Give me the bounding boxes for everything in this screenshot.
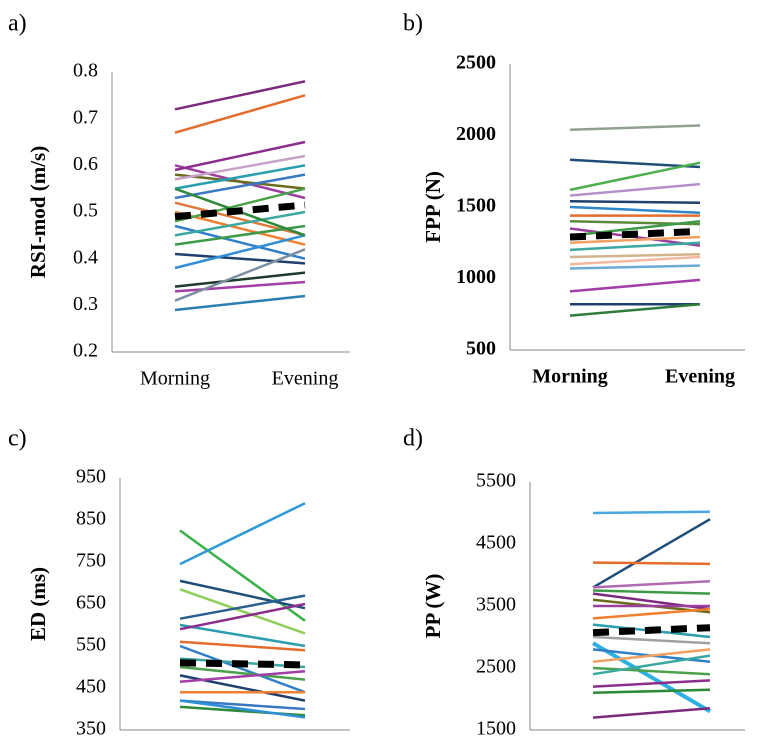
subject-line [174, 294, 306, 312]
subject-line [179, 623, 306, 648]
x-tick-label: Evening [272, 368, 339, 390]
panel-label: c) [8, 426, 27, 452]
subject-line [174, 164, 306, 190]
subject-line [174, 210, 306, 237]
subject-line [174, 271, 306, 288]
subject-line [179, 579, 306, 610]
subject-line [569, 182, 701, 197]
subject-line [174, 234, 306, 270]
mean-line [174, 201, 306, 221]
y-tick-label: 0.3 [73, 293, 98, 315]
subject-line [179, 502, 306, 566]
subject-line [179, 669, 306, 683]
subject-line [569, 241, 701, 252]
subject-line [592, 688, 711, 695]
subject-line [591, 641, 712, 714]
subject-line [569, 302, 701, 317]
subject-line [179, 588, 306, 635]
x-tick-label: Evening [665, 366, 735, 388]
y-tick-label: 2000 [456, 123, 496, 145]
subject-line [592, 648, 711, 664]
mean-line [179, 659, 306, 669]
y-tick-label: 950 [76, 466, 106, 488]
subject-line [179, 644, 306, 694]
subject-line [569, 252, 701, 259]
y-tick-label: 1500 [476, 718, 516, 740]
y-tick-label: 1500 [456, 195, 496, 217]
subject-line [592, 579, 711, 589]
mean-line [569, 227, 701, 241]
subject-line [569, 264, 701, 270]
subject-line [569, 124, 701, 132]
y-tick-label: 1000 [456, 266, 496, 288]
y-tick-label: 0.4 [73, 246, 98, 268]
subject-line [174, 94, 306, 134]
subject-line [569, 161, 701, 192]
subject-line [179, 665, 306, 681]
y-axis-label: ED (ms) [26, 567, 50, 641]
y-tick-label: 0.8 [73, 60, 98, 82]
y-tick-label: 350 [76, 718, 106, 740]
subject-line [179, 529, 306, 622]
panel-label: d) [403, 426, 423, 452]
subject-line [592, 654, 711, 676]
y-axis-label: PP (W) [421, 574, 445, 639]
subject-line [592, 679, 711, 688]
subject-line [174, 173, 306, 200]
y-tick-label: 0.7 [73, 106, 98, 128]
y-tick-label: 2500 [476, 656, 516, 678]
y-tick-label: 2500 [456, 52, 496, 74]
subject-line [174, 173, 306, 190]
subject-line [174, 187, 306, 223]
y-tick-label: 0.5 [73, 200, 98, 222]
y-tick-label: 4500 [476, 532, 516, 554]
y-tick-label: 750 [76, 550, 106, 572]
y-axis-label: RSI-mod (m/s) [26, 146, 50, 278]
subject-line [569, 235, 701, 244]
subject-line [592, 561, 711, 566]
subject-line [592, 635, 711, 645]
subject-line [569, 158, 701, 169]
subject-line [179, 602, 306, 631]
subject-line [592, 707, 711, 719]
subject-line [174, 140, 306, 172]
subject-line [174, 224, 306, 246]
subject-line [174, 80, 306, 111]
y-tick-label: 5500 [476, 470, 516, 492]
x-tick-label: Morning [532, 366, 608, 388]
y-tick-label: 550 [76, 634, 106, 656]
subject-line [174, 210, 306, 246]
y-tick-label: 0.2 [73, 340, 98, 362]
subject-line [569, 200, 701, 204]
subject-line [179, 594, 306, 620]
y-tick-label: 450 [76, 676, 106, 698]
subject-line [569, 278, 701, 293]
subject-line [569, 205, 701, 214]
subject-line [592, 510, 711, 515]
subject-line [569, 255, 701, 266]
subject-line [592, 666, 711, 676]
subject-line [179, 699, 306, 719]
y-tick-label: 650 [76, 592, 106, 614]
y-tick-label: 500 [466, 338, 496, 360]
y-tick-label: 850 [76, 508, 106, 530]
panel-label: a) [8, 11, 27, 37]
subject-line [592, 518, 711, 589]
subject-line [174, 248, 306, 302]
y-tick-label: 0.6 [73, 153, 98, 175]
y-tick-label: 3500 [476, 594, 516, 616]
subject-line [174, 280, 306, 293]
subject-line [174, 154, 306, 181]
panel-label: b) [403, 11, 423, 37]
subject-line [174, 252, 306, 265]
subject-line [592, 607, 711, 620]
subject-line [179, 699, 306, 711]
subject-line [592, 589, 711, 595]
x-tick-label: Morning [140, 368, 210, 390]
subject-line [179, 640, 306, 652]
y-axis-label: FPP (N) [421, 171, 445, 243]
mean-line [592, 624, 711, 637]
subject-line [569, 220, 701, 237]
